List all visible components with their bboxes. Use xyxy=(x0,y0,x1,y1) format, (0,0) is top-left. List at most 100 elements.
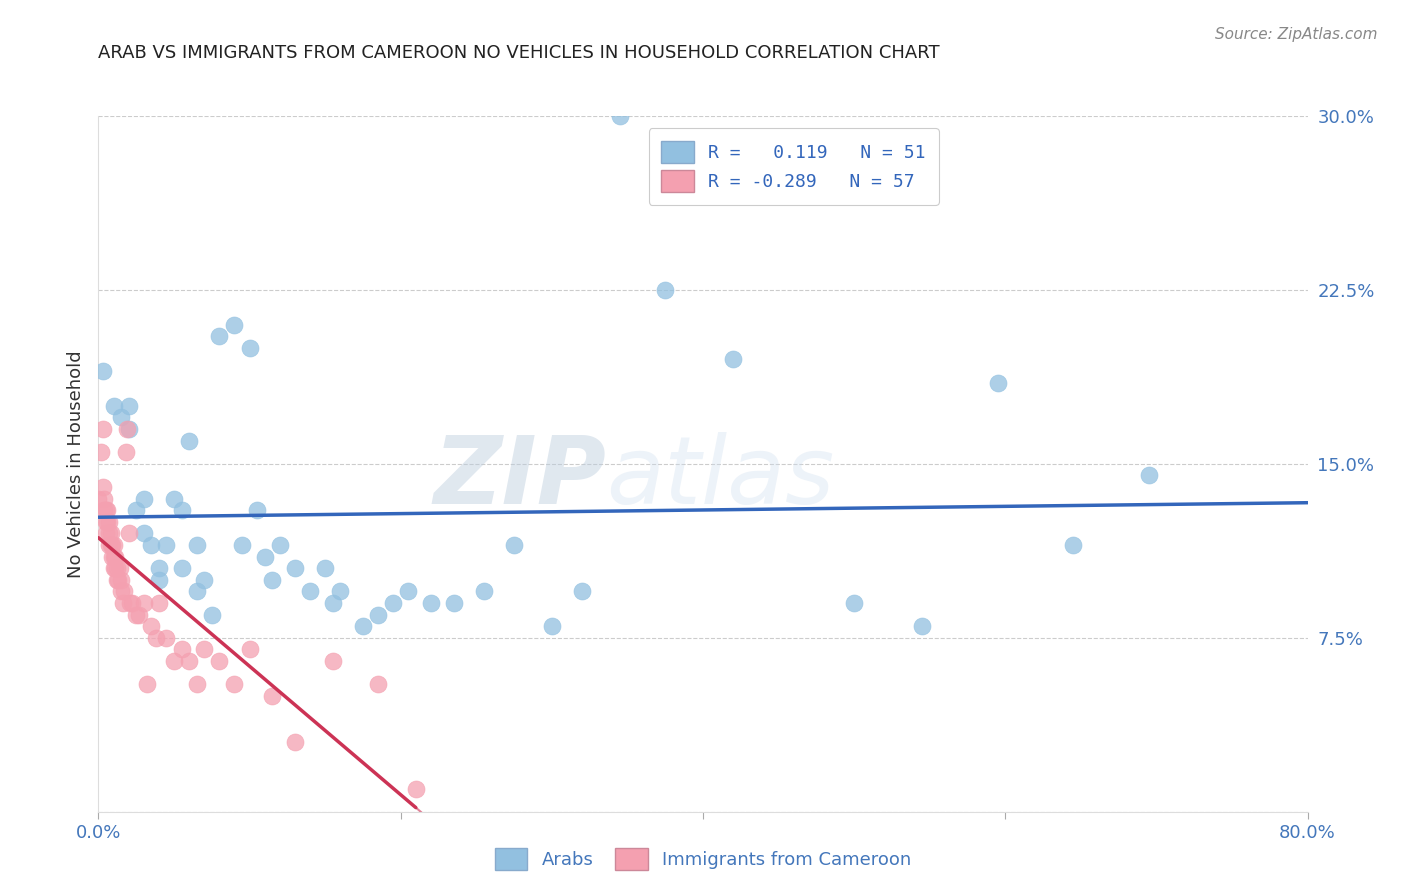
Point xyxy=(987,376,1010,390)
Point xyxy=(396,584,419,599)
Point xyxy=(721,352,744,367)
Point xyxy=(118,422,141,436)
Point xyxy=(135,677,157,691)
Point xyxy=(262,689,284,703)
Point xyxy=(110,410,132,425)
Point xyxy=(329,584,352,599)
Point xyxy=(101,538,124,552)
Point xyxy=(91,364,114,378)
Point xyxy=(87,491,110,506)
Point xyxy=(163,491,186,506)
Point xyxy=(911,619,934,633)
Point xyxy=(125,607,148,622)
Point xyxy=(170,503,193,517)
Point xyxy=(170,561,193,575)
Point xyxy=(367,607,389,622)
Point xyxy=(299,584,322,599)
Point xyxy=(93,491,115,506)
Point xyxy=(90,445,112,459)
Point xyxy=(186,538,208,552)
Point xyxy=(145,631,167,645)
Point xyxy=(224,318,246,332)
Point xyxy=(141,538,163,552)
Point xyxy=(101,549,124,564)
Point xyxy=(96,515,118,529)
Point xyxy=(132,491,155,506)
Point xyxy=(148,573,170,587)
Point xyxy=(98,538,121,552)
Point xyxy=(314,561,336,575)
Point xyxy=(115,422,138,436)
Point xyxy=(201,607,224,622)
Point xyxy=(262,573,284,587)
Point xyxy=(105,561,128,575)
Point xyxy=(284,561,307,575)
Text: Source: ZipAtlas.com: Source: ZipAtlas.com xyxy=(1215,27,1378,42)
Point xyxy=(103,561,125,575)
Point xyxy=(503,538,526,552)
Point xyxy=(155,631,177,645)
Point xyxy=(148,561,170,575)
Point xyxy=(103,538,125,552)
Point xyxy=(108,561,131,575)
Point xyxy=(405,781,427,796)
Point xyxy=(155,538,177,552)
Point xyxy=(103,549,125,564)
Point xyxy=(93,503,115,517)
Point xyxy=(208,329,231,343)
Point xyxy=(419,596,441,610)
Point xyxy=(443,596,465,610)
Point xyxy=(94,503,117,517)
Point xyxy=(128,607,150,622)
Point xyxy=(571,584,593,599)
Point xyxy=(94,526,117,541)
Point xyxy=(186,677,208,691)
Text: atlas: atlas xyxy=(606,433,835,524)
Point xyxy=(193,642,215,657)
Point xyxy=(103,399,125,413)
Point xyxy=(844,596,866,610)
Point xyxy=(1062,538,1084,552)
Point xyxy=(100,538,122,552)
Point xyxy=(540,619,562,633)
Point xyxy=(193,573,215,587)
Point xyxy=(112,584,135,599)
Point xyxy=(120,596,142,610)
Point xyxy=(186,584,208,599)
Point xyxy=(114,445,136,459)
Point xyxy=(367,677,389,691)
Point xyxy=(132,596,155,610)
Text: ZIP: ZIP xyxy=(433,432,606,524)
Point xyxy=(177,654,201,668)
Point xyxy=(148,596,170,610)
Point xyxy=(110,573,132,587)
Point xyxy=(1137,468,1160,483)
Point xyxy=(100,526,122,541)
Point xyxy=(163,654,186,668)
Point xyxy=(472,584,495,599)
Point xyxy=(322,596,344,610)
Point xyxy=(654,283,676,297)
Point xyxy=(107,573,129,587)
Point xyxy=(91,480,114,494)
Legend: Arabs, Immigrants from Cameroon: Arabs, Immigrants from Cameroon xyxy=(482,836,924,883)
Point xyxy=(208,654,231,668)
Point xyxy=(239,642,262,657)
Point xyxy=(132,526,155,541)
Point xyxy=(118,526,141,541)
Point xyxy=(141,619,163,633)
Point xyxy=(609,109,631,123)
Point xyxy=(91,422,114,436)
Text: ARAB VS IMMIGRANTS FROM CAMEROON NO VEHICLES IN HOUSEHOLD CORRELATION CHART: ARAB VS IMMIGRANTS FROM CAMEROON NO VEHI… xyxy=(98,45,941,62)
Point xyxy=(104,561,127,575)
Point xyxy=(231,538,253,552)
Point xyxy=(382,596,405,610)
Point xyxy=(125,503,148,517)
Point xyxy=(322,654,344,668)
Point xyxy=(170,642,193,657)
Point xyxy=(105,573,128,587)
Point xyxy=(352,619,374,633)
Point xyxy=(118,399,141,413)
Point xyxy=(104,549,127,564)
Point xyxy=(121,596,143,610)
